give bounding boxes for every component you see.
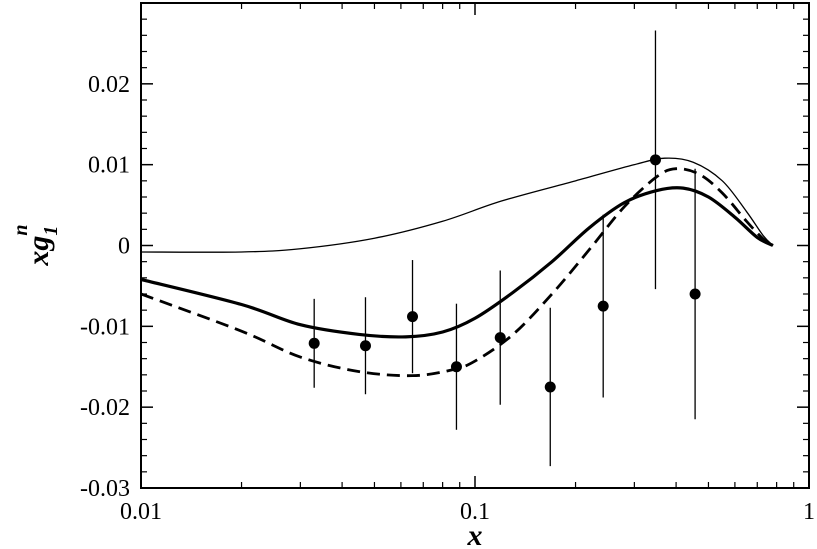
data-point [544, 381, 556, 393]
data-point [597, 300, 609, 312]
x-tick-label: 0.1 [460, 499, 490, 525]
data-point [308, 337, 320, 349]
svg-text:xg1n: xg1n [10, 224, 62, 266]
x-tick-label: 1 [803, 499, 815, 525]
y-tick-label: -0.02 [80, 395, 130, 421]
curves [141, 157, 774, 378]
data-point [689, 288, 701, 300]
x-axis-ticks: 0.01 0.1 1 [120, 3, 815, 525]
data-point [407, 311, 419, 323]
series-line-thick-dashed [141, 167, 774, 378]
y-tick-label: 0.01 [88, 153, 130, 179]
y-axis-label-superscript: n [10, 224, 32, 235]
x-axis-label: x [467, 519, 483, 549]
y-tick-label: 0 [118, 234, 130, 260]
y-axis-ticks: -0.03 -0.02 -0.01 0 0.01 0.02 [80, 18, 809, 502]
series-line-thick-solid [141, 186, 774, 339]
y-tick-label: -0.03 [80, 476, 130, 502]
series-line-thin-solid [141, 157, 774, 253]
y-tick-label: 0.02 [88, 72, 130, 98]
x-tick-label: 0.01 [120, 499, 162, 525]
data-point [359, 340, 371, 352]
y-axis-label-subscript: 1 [40, 226, 62, 236]
y-axis-label-main: xg [22, 236, 55, 267]
data-point [450, 361, 462, 373]
data-point [649, 154, 661, 166]
plot-content [141, 30, 774, 467]
y-axis-label: xg1n [10, 224, 62, 266]
data-points [308, 30, 701, 467]
y-tick-label: -0.01 [80, 314, 130, 340]
data-point [494, 332, 506, 344]
plot-frame [140, 2, 810, 489]
